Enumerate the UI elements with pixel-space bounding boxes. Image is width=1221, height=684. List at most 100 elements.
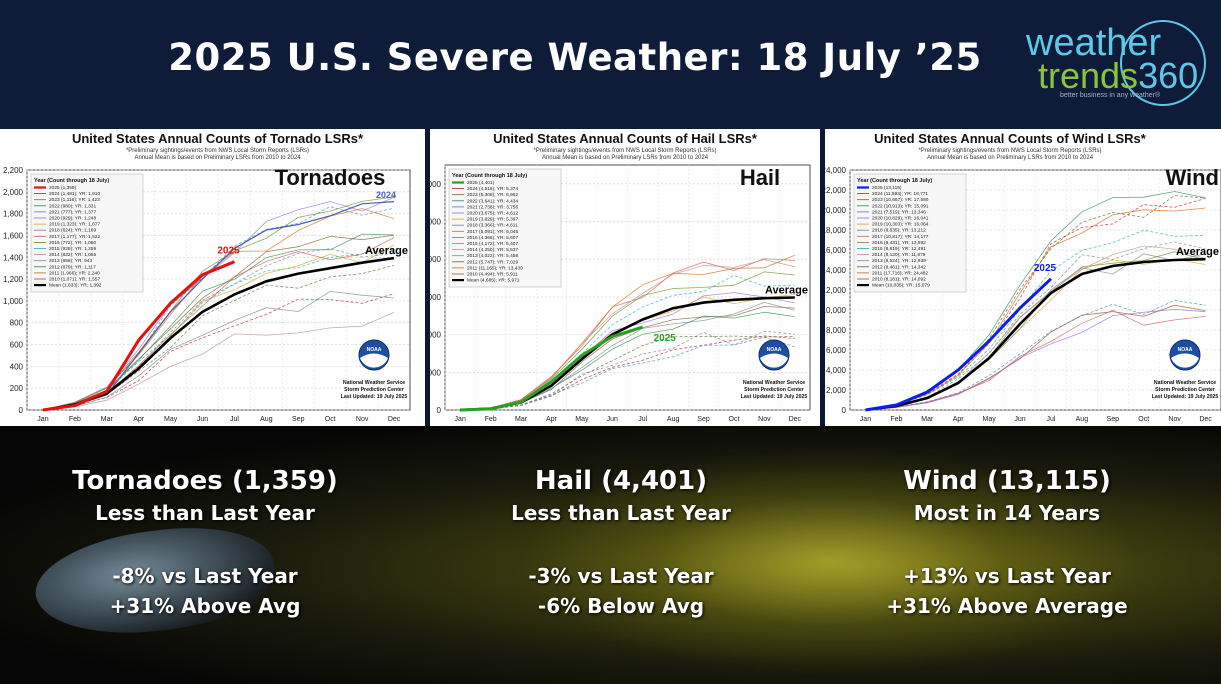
noaa-bird-icon bbox=[760, 353, 788, 368]
legend-entry: 2022 (980); YR: 1,331 bbox=[49, 203, 96, 209]
summary-line2: +31% Above Average bbox=[886, 594, 1128, 618]
summary-tornadoes: Tornadoes (1,359) Less than Last Year -8… bbox=[15, 466, 395, 621]
summary-line1: +13% vs Last Year bbox=[903, 564, 1111, 588]
x-tick-label: Sep bbox=[1107, 416, 1120, 423]
y-tick-label: 0 bbox=[19, 406, 24, 415]
y-tick-label: 14,000 bbox=[825, 266, 847, 275]
legend-entry: 2025 (1,359) bbox=[49, 185, 77, 191]
historical-series-line bbox=[865, 207, 1206, 411]
y-tick-label: 20,000 bbox=[825, 206, 847, 215]
x-tick-label: Mar bbox=[515, 416, 528, 423]
y-tick-label: 24,000 bbox=[825, 166, 847, 175]
hail-chart-footnote: *Preliminary sightings/events from NWS L… bbox=[533, 148, 717, 161]
legend-entry: Mean (1,033); YR: 1,392 bbox=[49, 283, 102, 289]
summary-sub: Less than Last Year bbox=[511, 501, 731, 525]
legend-entry: 2024 (1,481); YR: 1,910 bbox=[49, 191, 100, 197]
summary-sub: Less than Last Year bbox=[95, 501, 315, 525]
legend-entry: 2023 (1,116); YR: 1,423 bbox=[49, 197, 100, 203]
historical-series-line bbox=[42, 290, 395, 411]
y-tick-label: 200 bbox=[10, 384, 24, 393]
y-tick-label: 2,000 bbox=[826, 386, 847, 395]
tornado-chart-title: United States Annual Counts of Tornado L… bbox=[71, 131, 364, 146]
noaa-bird-icon bbox=[360, 353, 388, 368]
credit-line: Last Updated: 19 July 2025 bbox=[741, 394, 808, 400]
summary-wind: Wind (13,115) Most in 14 Years +13% vs L… bbox=[817, 466, 1197, 621]
summary-section: Tornadoes (1,359) Less than Last Year -8… bbox=[0, 426, 1221, 684]
legend-entry: 2012 (5,747); YR: 7,029 bbox=[467, 259, 518, 265]
x-tick-label: Jun bbox=[607, 416, 618, 423]
x-tick-label: Dec bbox=[388, 416, 401, 423]
legend-heading: Year (Count through 18 July) bbox=[452, 173, 527, 179]
historical-series-line bbox=[460, 254, 795, 411]
legend-entry: 2023 (10,667); YR: 17,580 bbox=[872, 197, 929, 203]
legend-entry: 2019 (3,829); YR: 5,397 bbox=[467, 217, 518, 223]
legend-entry: 2024 (4,516); YR: 5,374 bbox=[467, 186, 518, 192]
summary-line1: -3% vs Last Year bbox=[528, 564, 714, 588]
average-label: Average bbox=[1176, 246, 1219, 258]
legend-entry: 2021 (2,738); YR: 3,756 bbox=[467, 204, 518, 210]
legend-heading: Year (Count through 18 July) bbox=[857, 178, 932, 184]
header-banner: 2025 U.S. Severe Weather: 18 July ’25 we… bbox=[0, 0, 1221, 129]
y-tick-label: 2,200 bbox=[3, 166, 24, 175]
legend-entry: 2019 (1,323); YR: 1,677 bbox=[49, 222, 100, 228]
historical-series-line bbox=[42, 311, 395, 411]
historical-series-line bbox=[42, 196, 395, 411]
chart-big-label: Hail bbox=[740, 165, 780, 190]
legend-entry: 2010 (8,181); YR: 14,092 bbox=[872, 277, 926, 283]
credit-line: National Weather Service bbox=[743, 380, 805, 386]
credit-line: National Weather Service bbox=[1154, 380, 1216, 386]
x-tick-label: Jan bbox=[860, 416, 871, 423]
x-tick-label: Sep bbox=[292, 416, 305, 423]
x-tick-label: Jan bbox=[37, 416, 48, 423]
chart-big-label: Wind bbox=[1165, 165, 1219, 190]
y-tick-label: 8,000 bbox=[430, 255, 442, 264]
y-tick-label: 0 bbox=[842, 406, 847, 415]
summary-headline: Tornadoes (1,359) bbox=[72, 466, 338, 496]
y-tick-label: 4,000 bbox=[826, 366, 847, 375]
x-tick-label: Oct bbox=[1138, 416, 1149, 423]
x-tick-label: Feb bbox=[69, 416, 81, 423]
x-tick-label: Oct bbox=[325, 416, 336, 423]
y-tick-label: 800 bbox=[10, 319, 24, 328]
legend-entry: 2013 (658); YR: 943 bbox=[49, 258, 92, 264]
other-series-label: 2024 bbox=[376, 190, 396, 200]
y-tick-label: 10,000 bbox=[825, 306, 847, 315]
tornado-chart-footnote: *Preliminary sightings/events from NWS L… bbox=[125, 148, 310, 161]
current-series-line bbox=[42, 260, 236, 412]
x-tick-label: May bbox=[164, 416, 178, 423]
credit-line: Last Updated: 19 July 2025 bbox=[1152, 394, 1219, 400]
legend-entry: 2015 (4,172); YR: 5,407 bbox=[467, 241, 518, 247]
logo-word-trends360: trends360 bbox=[1038, 55, 1199, 96]
historical-series-line bbox=[865, 198, 1206, 411]
current-series-line bbox=[460, 325, 644, 412]
y-tick-label: 12,000 bbox=[430, 180, 442, 189]
x-tick-label: May bbox=[575, 416, 589, 423]
legend-entry: 2016 (4,366); YR: 5,607 bbox=[467, 235, 518, 241]
y-tick-label: 1,200 bbox=[3, 275, 24, 284]
legend-entry: 2017 (1,177); YR: 1,522 bbox=[49, 234, 100, 240]
hail-chart-panel: 0 2,000 4,000 6,000 8,000 10,000 12,000 Jan Feb M… bbox=[430, 129, 820, 426]
y-tick-label: 16,000 bbox=[825, 246, 847, 255]
y-tick-label: 2,000 bbox=[430, 368, 442, 377]
wind-chart-footnote: *Preliminary sightings/events from NWS L… bbox=[918, 148, 1102, 161]
legend-entry: 2018 (3,366); YR: 4,611 bbox=[467, 223, 518, 229]
legend-box bbox=[853, 173, 967, 293]
historical-series-line bbox=[865, 229, 1206, 411]
y-tick-label: 10,000 bbox=[430, 218, 442, 227]
wind-chart-title: United States Annual Counts of Wind LSRs… bbox=[874, 131, 1146, 146]
logo-word-weather: weather bbox=[1026, 22, 1162, 64]
current-series-label: 2025 bbox=[1034, 263, 1057, 274]
legend-entry: 2011 (17,716); YR: 24,482 bbox=[872, 270, 928, 276]
current-series-label: 2025 bbox=[654, 333, 677, 344]
legend-entry: 2018 (624); YR: 1,169 bbox=[49, 228, 96, 234]
legend-entry: 2025 (4,401) bbox=[467, 180, 495, 186]
y-tick-label: 18,000 bbox=[825, 226, 847, 235]
x-tick-label: Aug bbox=[1076, 416, 1089, 423]
legend-entry: 2013 (8,524); YR: 12,939 bbox=[872, 258, 926, 264]
y-tick-label: 22,000 bbox=[825, 186, 847, 195]
legend-entry: 2019 (10,303); YR: 16,064 bbox=[872, 222, 929, 228]
average-series-line bbox=[865, 257, 1206, 412]
y-tick-label: 4,000 bbox=[430, 331, 442, 340]
legend-entry: 2013 (4,022); YR: 5,458 bbox=[467, 253, 518, 259]
summary-line2: +31% Above Avg bbox=[109, 594, 301, 618]
